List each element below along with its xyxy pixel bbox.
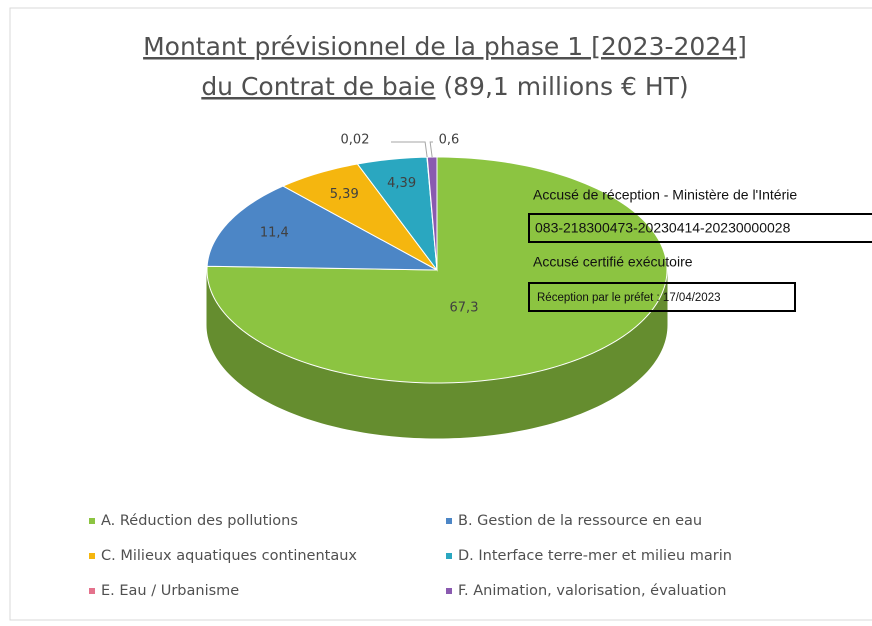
legend-label: A. Réduction des pollutions <box>101 513 298 529</box>
pie-slice <box>206 185 438 271</box>
legend-label: C. Milieux aquatiques continentaux <box>101 548 357 564</box>
stamp-box <box>528 282 796 312</box>
legend-label: B. Gestion de la ressource en eau <box>458 513 702 529</box>
chart-title: Montant prévisionnel de la phase 1 [2023… <box>143 32 747 61</box>
pie-slice <box>281 163 438 271</box>
data-label: 0,6 <box>439 133 460 148</box>
pie-slice <box>356 156 438 272</box>
chart-title: du Contrat de baie (89,1 millions € HT) <box>201 72 688 101</box>
chart-title-part: (89,1 millions € HT) <box>443 72 688 101</box>
leader-line <box>429 141 433 158</box>
legend-swatch <box>89 553 95 559</box>
legend-label: D. Interface terre-mer et milieu marin <box>458 548 732 564</box>
stamp-line: 083-218300473-20230414-20230000028 <box>535 220 791 236</box>
legend-swatch <box>446 588 452 594</box>
stamp-line: Réception par le préfet : 17/04/2023 <box>537 292 721 304</box>
data-label: 0,02 <box>341 133 370 148</box>
legend-swatch <box>446 553 452 559</box>
data-label: 4,39 <box>387 176 416 191</box>
data-label: 5,39 <box>330 187 359 202</box>
leader-line <box>391 141 428 158</box>
legend-swatch <box>89 588 95 594</box>
legend-swatch <box>89 518 95 524</box>
stamp-box <box>528 213 872 243</box>
data-label: 11,4 <box>260 225 289 240</box>
stamp-line: Accusé de réception - Ministère de l'Int… <box>533 187 797 203</box>
legend-label: F. Animation, valorisation, évaluation <box>458 583 726 599</box>
chart-title-part: du Contrat de baie <box>201 72 435 101</box>
legend-label: E. Eau / Urbanisme <box>101 583 239 599</box>
stamp-line: Accusé certifié exécutoire <box>533 254 693 270</box>
legend-swatch <box>446 518 452 524</box>
data-label: 67,3 <box>450 301 479 316</box>
stamp: Accusé de réception - Ministère de l'Int… <box>528 187 872 312</box>
